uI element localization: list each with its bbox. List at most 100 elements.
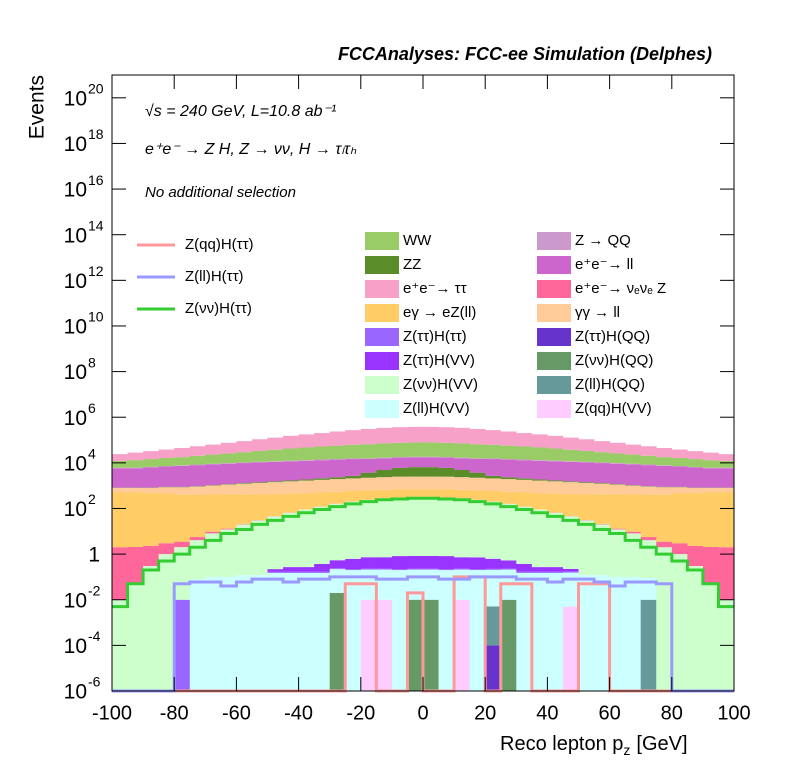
- bar-segment: [562, 449, 579, 462]
- legend-label: Z(ττ)H(ττ): [403, 328, 467, 345]
- bar-segment: [656, 457, 673, 466]
- bar-segment: [594, 463, 610, 484]
- bar-segment: [314, 563, 330, 572]
- overlay-line: [112, 496, 734, 609]
- bar-segment: [298, 447, 315, 461]
- bar-segment: [485, 491, 502, 502]
- bar-segment: [454, 489, 470, 499]
- bar-segment: [283, 480, 299, 482]
- bar-segment: [531, 460, 548, 480]
- legend-label: Z(νν)H(QQ): [575, 352, 653, 369]
- bar-segment: [345, 569, 362, 571]
- bar-segment: [485, 606, 502, 646]
- bar-segment: [438, 476, 455, 490]
- bar-segment: [298, 567, 315, 572]
- legend-label: Z(qq)H(VV): [575, 400, 652, 417]
- legend-swatch: [365, 376, 399, 394]
- bar-segment: [298, 493, 315, 510]
- bar-segment: [609, 442, 626, 454]
- bar-segment: [314, 506, 330, 564]
- bar-segment: [671, 487, 688, 494]
- bar-segment: [112, 454, 128, 461]
- y-tick-label: 10: [64, 224, 87, 247]
- bar-segment: [516, 492, 533, 507]
- bar-segment: [376, 477, 393, 490]
- bar-segment: [578, 462, 595, 483]
- bar-segment: [656, 547, 673, 691]
- bar-segment: [469, 458, 486, 460]
- bar-segment: [376, 427, 393, 444]
- bar-segment: [485, 478, 502, 492]
- bar-segment: [329, 459, 346, 460]
- legend-label: Z(qq)H(ττ): [185, 236, 254, 253]
- y-tick-label: 10: [64, 133, 87, 156]
- bar-segment: [391, 427, 408, 443]
- legend-label: eγ → eZ(ll): [403, 304, 476, 321]
- legend-swatch: [537, 256, 571, 274]
- bar-segment: [205, 464, 222, 486]
- bar-segment: [438, 570, 455, 691]
- bar-segment: [687, 545, 704, 567]
- bar-segment: [189, 540, 206, 580]
- bar-segment: [205, 454, 222, 464]
- bar-segment: [702, 460, 719, 468]
- x-tick-label: -60: [222, 702, 251, 724]
- bar-segment: [454, 599, 470, 691]
- bar-segment: [267, 481, 284, 483]
- bar-segment: [174, 465, 191, 466]
- bar-segment: [283, 481, 299, 494]
- bar-segment: [360, 428, 377, 445]
- bar-segment: [562, 461, 579, 462]
- bar-segment: [251, 494, 268, 521]
- bar-segment: [547, 572, 564, 691]
- bar-segment: [423, 457, 439, 468]
- bar-segment: [531, 460, 548, 461]
- legend-label: Z(νν)H(ττ): [185, 300, 252, 317]
- bar-segment: [469, 569, 486, 571]
- legend-label: Z(ll)H(VV): [403, 400, 470, 417]
- bar-segment: [485, 558, 502, 569]
- bar-segment: [391, 570, 408, 691]
- bar-segment: [547, 448, 564, 461]
- bar-segment: [267, 569, 284, 572]
- y-tick-exponent: 16: [88, 172, 104, 188]
- bar-segment: [236, 494, 253, 524]
- y-tick-exponent: 12: [88, 263, 104, 279]
- legend-swatch: [537, 304, 571, 322]
- bar-segment: [423, 476, 439, 490]
- bar-segment: [485, 444, 502, 459]
- legend-swatch: [365, 328, 399, 346]
- bar-segment: [656, 447, 673, 458]
- bar-segment: [127, 452, 144, 461]
- bar-segment: [718, 487, 735, 493]
- bar-segment: [656, 465, 673, 487]
- bar-segment: [345, 444, 362, 459]
- bar-segment: [189, 537, 206, 541]
- bar-segment: [376, 443, 393, 458]
- bar-segment: [376, 599, 393, 691]
- bar-segment: [329, 459, 346, 478]
- bar-segment: [220, 442, 237, 454]
- bar-segment: [640, 455, 657, 465]
- bar-segment: [609, 484, 626, 495]
- bar-segment: [360, 472, 377, 478]
- bar-segment: [718, 468, 735, 488]
- x-tick-label: 40: [536, 702, 558, 724]
- legend-swatch: [537, 232, 571, 250]
- legend-label: Z(ll)H(ττ): [185, 268, 244, 285]
- bar-segment: [112, 468, 128, 488]
- bar-segment: [174, 547, 191, 600]
- bar-segment: [469, 459, 486, 473]
- bar-segment: [609, 494, 626, 529]
- bar-segment: [687, 467, 704, 488]
- bar-segment: [329, 592, 346, 691]
- y-tick-label: 10: [64, 270, 87, 293]
- bar-segment: [158, 543, 175, 555]
- bar-segment: [314, 460, 330, 479]
- legend-label: WW: [403, 232, 432, 249]
- y-tick-label: 10: [64, 87, 87, 110]
- bar-segment: [127, 487, 144, 493]
- bar-segment: [407, 555, 424, 569]
- bar-segment: [236, 483, 253, 495]
- bar-segment: [609, 463, 626, 485]
